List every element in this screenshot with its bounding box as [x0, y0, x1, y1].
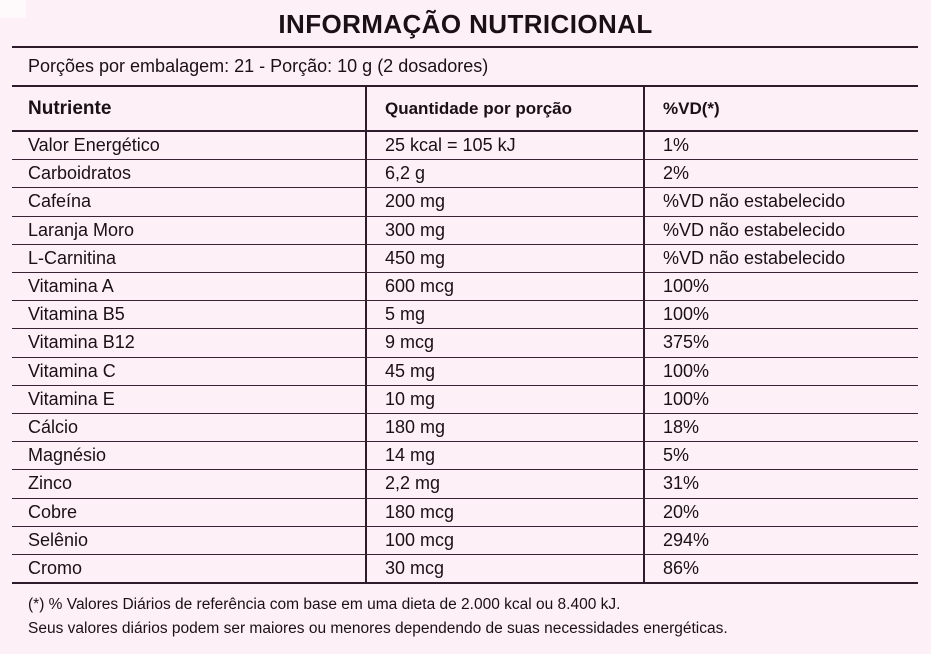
column-header-amount: Quantidade por porção [385, 98, 573, 118]
cell-daily-value: 100% [663, 388, 710, 409]
cell-daily-value: 18% [663, 417, 700, 437]
table-row: Selênio 100 mcg 294% [12, 526, 918, 554]
cell-daily-value: 5% [663, 445, 690, 466]
cell-amount: 9 mcg [385, 332, 435, 353]
cell-nutrient: Selênio [28, 529, 89, 550]
cell-daily-value: 100% [663, 276, 710, 296]
cell-daily-value: %VD não estabelecido [663, 247, 846, 268]
rule-row-separator [12, 525, 918, 527]
rule-row-separator [12, 554, 918, 555]
rule-row-separator [12, 300, 918, 302]
cell-amount: 180 mg [385, 417, 446, 437]
table-row: Vitamina B5 5 mg 100% [12, 300, 918, 328]
cell-amount: 5 mg [385, 304, 426, 325]
cell-nutrient: Vitamina A [28, 276, 114, 296]
cell-daily-value: 100% [663, 360, 710, 381]
rule-row-separator [12, 243, 918, 245]
cell-nutrient: L-Carnitina [28, 247, 117, 268]
cell-daily-value: %VD não estabelecido [663, 219, 846, 240]
corner-notch [0, 0, 26, 18]
cell-nutrient: Cobre [28, 501, 78, 522]
cell-nutrient: Vitamina B12 [28, 332, 135, 353]
cell-amount: 45 mg [385, 360, 436, 381]
rule-row-separator [12, 187, 918, 189]
cell-daily-value: 1% [663, 135, 690, 155]
table-row: Cromo 30 mcg 86% [12, 554, 918, 582]
cell-nutrient: Cromo [28, 558, 83, 578]
cell-amount: 14 mg [385, 445, 436, 466]
cell-nutrient: Vitamina C [28, 360, 116, 381]
cell-amount: 100 mcg [385, 529, 455, 550]
column-divider-1 [365, 85, 367, 583]
footnote-line-1: (*) % Valores Diários de referência com … [28, 596, 621, 613]
table-row: Cálcio 180 mg 18% [12, 413, 918, 441]
table-row: Vitamina C 45 mg 100% [12, 357, 918, 385]
cell-amount: 6,2 g [385, 163, 426, 184]
table-row: Carboidratos 6,2 g 2% [12, 159, 918, 187]
cell-daily-value: 31% [663, 473, 700, 494]
table-row: Vitamina A 600 mcg 100% [12, 272, 918, 300]
rule-row-separator [12, 272, 918, 273]
rule-row-separator [12, 215, 918, 217]
rule-row-separator [12, 497, 918, 499]
table-row: L-Carnitina 450 mg %VD não estabelecido [12, 244, 918, 272]
rule-row-separator [12, 441, 918, 443]
cell-nutrient: Valor Energético [28, 135, 160, 155]
table-row: Magnésio 14 mg 5% [12, 441, 918, 469]
rule-table-top [12, 85, 918, 87]
cell-daily-value: 86% [663, 558, 700, 578]
cell-nutrient: Zinco [28, 473, 73, 494]
cell-amount: 600 mcg [385, 276, 455, 296]
cell-amount: 2,2 mg [385, 473, 441, 494]
page-title: INFORMAÇÃO NUTRICIONAL [278, 9, 653, 39]
cell-nutrient: Vitamina E [28, 388, 115, 409]
cell-nutrient: Vitamina B5 [28, 304, 125, 325]
table-header-row: Nutriente Quantidade por porção %VD(*) [12, 87, 918, 130]
column-header-nutrient: Nutriente [28, 97, 112, 119]
cell-nutrient: Laranja Moro [28, 219, 135, 240]
rule-row-separator [12, 469, 918, 471]
cell-amount: 300 mg [385, 219, 446, 240]
servings-line: Porções por embalagem: 21 - Porção: 10 g… [28, 56, 489, 76]
footnote-line-2: Seus valores diários podem ser maiores o… [28, 620, 728, 637]
cell-daily-value: 375% [663, 332, 710, 353]
cell-daily-value: 2% [663, 163, 690, 184]
table-row: Cobre 180 mcg 20% [12, 498, 918, 526]
cell-nutrient: Cálcio [28, 417, 79, 437]
cell-nutrient: Magnésio [28, 445, 107, 466]
table-row: Laranja Moro 300 mg %VD não estabelecido [12, 216, 918, 244]
rule-row-separator [12, 413, 918, 414]
table-row: Valor Energético 25 kcal = 105 kJ 1% [12, 131, 918, 159]
rule-row-separator [12, 328, 918, 330]
cell-amount: 200 mg [385, 191, 446, 212]
cell-nutrient: Cafeína [28, 191, 92, 212]
cell-amount: 180 mcg [385, 501, 455, 522]
table-row: Vitamina B12 9 mcg 375% [12, 328, 918, 356]
table-row: Zinco 2,2 mg 31% [12, 469, 918, 497]
rule-row-separator [12, 384, 918, 386]
rule-table-bottom [12, 582, 918, 585]
rule-row-separator [12, 159, 918, 161]
rule-row-separator [12, 356, 918, 358]
cell-nutrient: Carboidratos [28, 163, 132, 184]
cell-daily-value: 20% [663, 501, 700, 522]
rule-under-title [12, 46, 918, 48]
cell-amount: 30 mcg [385, 558, 445, 578]
column-divider-2 [643, 85, 645, 583]
cell-daily-value: 100% [663, 304, 710, 325]
cell-amount: 450 mg [385, 247, 446, 268]
cell-daily-value: 294% [663, 529, 710, 550]
cell-daily-value: %VD não estabelecido [663, 191, 846, 212]
rule-under-header [12, 130, 918, 132]
cell-amount: 10 mg [385, 388, 436, 409]
table-row: Cafeína 200 mg %VD não estabelecido [12, 187, 918, 215]
table-row: Vitamina E 10 mg 100% [12, 385, 918, 413]
cell-amount: 25 kcal = 105 kJ [385, 135, 516, 155]
column-header-daily-value: %VD(*) [663, 98, 720, 118]
